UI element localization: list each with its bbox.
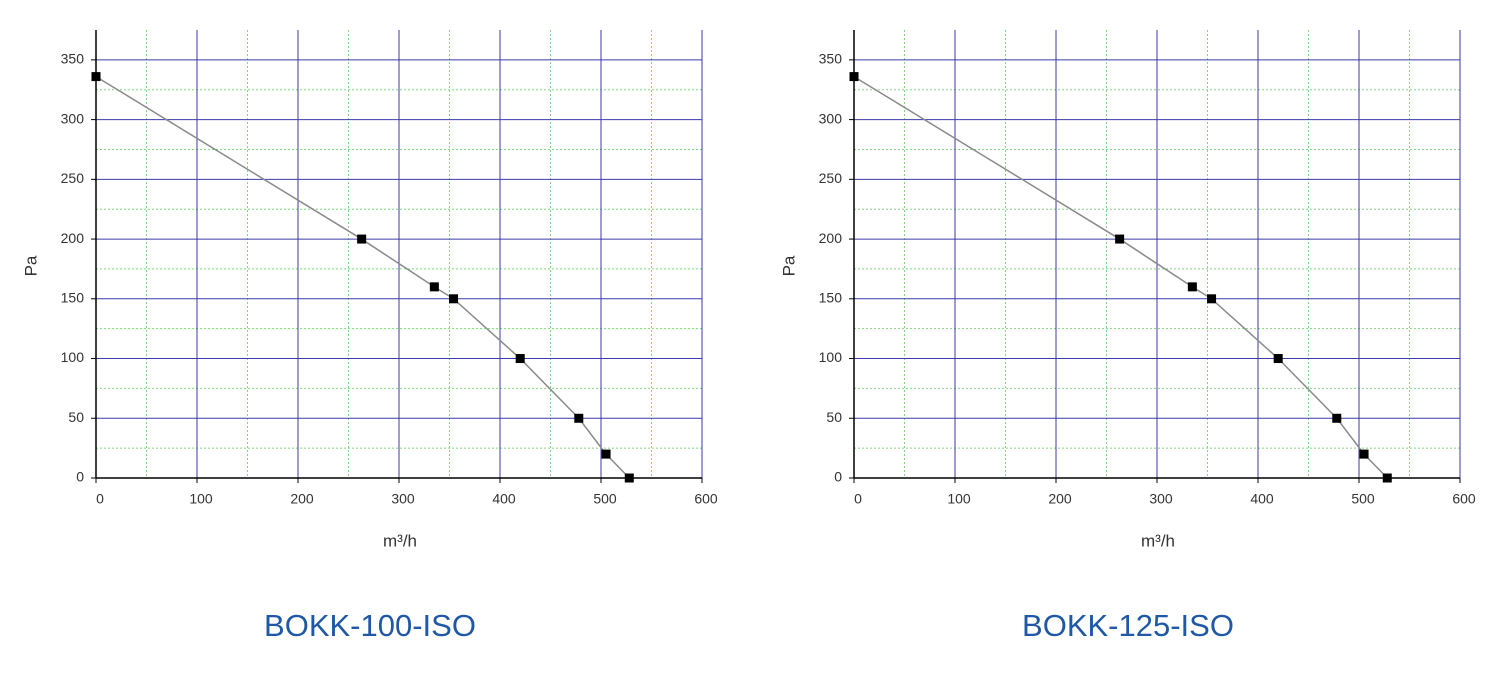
x-tick-label: 0 <box>96 491 104 507</box>
y-tick-label: 350 <box>61 51 85 67</box>
y-tick-label: 100 <box>61 349 85 365</box>
x-tick-label: 100 <box>189 491 213 507</box>
marker <box>357 234 367 244</box>
y-tick-label: 200 <box>819 230 843 246</box>
x-tick-label: 100 <box>947 491 971 507</box>
marker <box>91 72 101 82</box>
marker <box>1382 473 1392 483</box>
y-tick-label: 50 <box>68 409 84 425</box>
marker <box>1115 234 1125 244</box>
marker <box>449 294 459 304</box>
marker <box>574 413 584 423</box>
chart-title: BOKK-125-ISO <box>1022 608 1234 643</box>
x-tick-label: 0 <box>854 491 862 507</box>
marker <box>849 72 859 82</box>
y-axis-label: Pa <box>779 255 798 276</box>
line <box>853 75 1388 479</box>
y-tick-label: 300 <box>61 110 85 126</box>
y-tick-label: 350 <box>819 51 843 67</box>
chart-title: BOKK-100-ISO <box>264 608 476 643</box>
x-tick-label: 300 <box>1149 491 1173 507</box>
y-axis-label: Pa <box>21 255 40 276</box>
marker <box>515 354 525 364</box>
y-tick-label: 250 <box>819 170 843 186</box>
x-tick-label: 500 <box>593 491 617 507</box>
marker <box>429 282 439 292</box>
y-tick-label: 250 <box>61 170 85 186</box>
marker <box>1207 294 1217 304</box>
y-tick-label: 0 <box>76 469 84 485</box>
x-tick-label: 200 <box>1048 491 1072 507</box>
x-tick-label: 600 <box>1452 491 1476 507</box>
marker <box>1187 282 1197 292</box>
marker <box>601 449 611 459</box>
y-tick-label: 200 <box>61 230 85 246</box>
marker <box>1273 354 1283 364</box>
y-tick-label: 300 <box>819 110 843 126</box>
marker <box>1332 413 1342 423</box>
y-tick-label: 0 <box>834 469 842 485</box>
line <box>95 75 630 479</box>
y-tick-label: 50 <box>826 409 842 425</box>
y-tick-label: 150 <box>819 290 843 306</box>
x-tick-label: 200 <box>290 491 314 507</box>
x-axis-label: m³/h <box>1141 531 1175 550</box>
x-tick-label: 600 <box>694 491 718 507</box>
marker <box>624 473 634 483</box>
marker <box>1359 449 1369 459</box>
x-axis-label: m³/h <box>383 531 417 550</box>
x-tick-label: 400 <box>492 491 516 507</box>
x-tick-label: 300 <box>391 491 415 507</box>
x-tick-label: 500 <box>1351 491 1375 507</box>
y-tick-label: 100 <box>819 349 843 365</box>
x-tick-label: 400 <box>1250 491 1274 507</box>
y-tick-label: 150 <box>61 290 85 306</box>
